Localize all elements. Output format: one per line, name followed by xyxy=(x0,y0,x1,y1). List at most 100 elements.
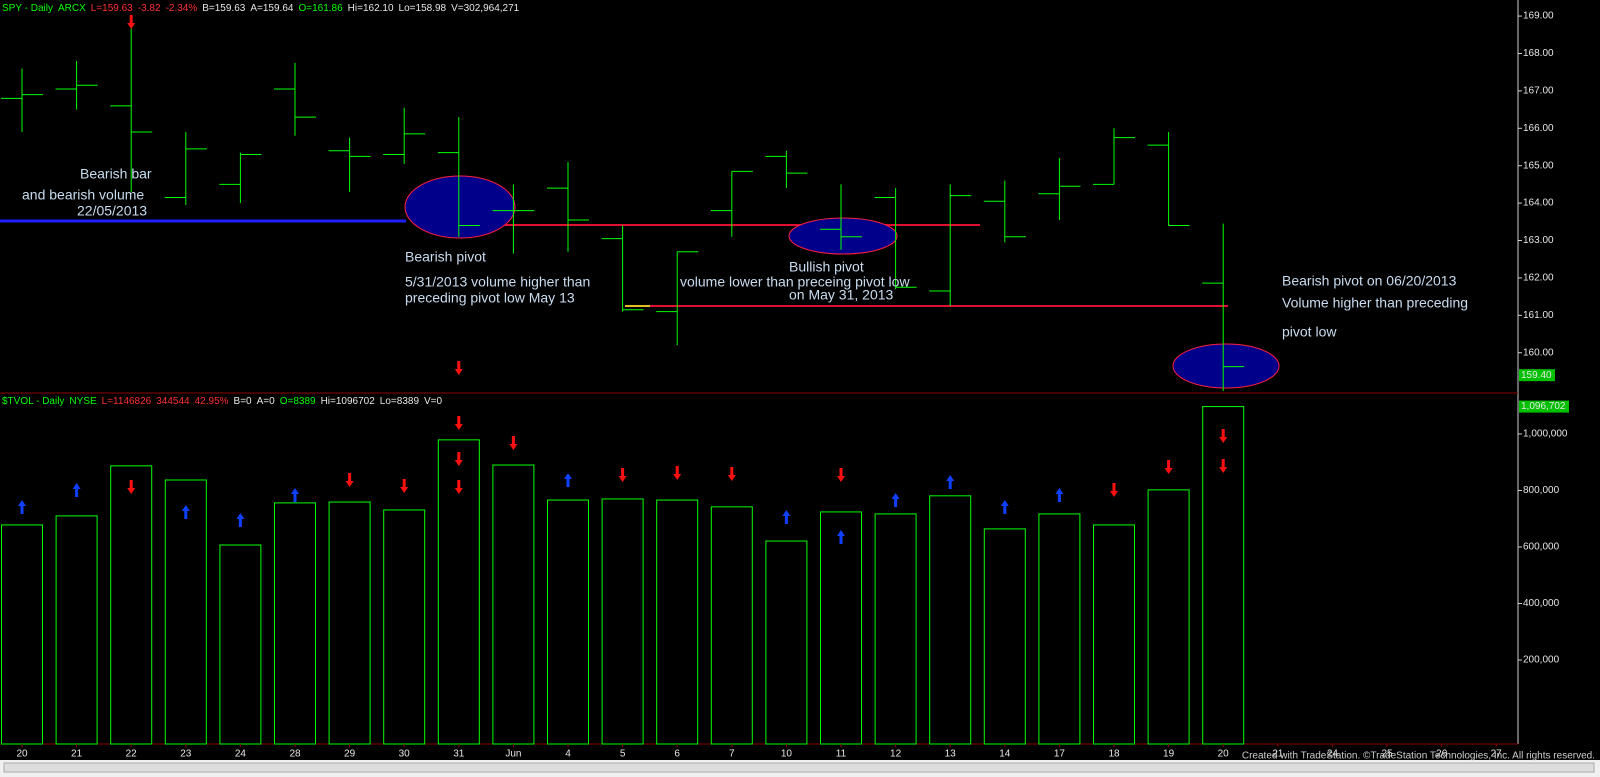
pivot-ellipse xyxy=(404,175,516,239)
volume-bar xyxy=(983,528,1026,745)
x-tick-label: 14 xyxy=(999,749,1011,760)
y-tick-label: 167.00 xyxy=(1523,86,1554,97)
annotation: Volume higher than preceding xyxy=(1282,295,1468,311)
volume-bar xyxy=(1093,524,1135,745)
volume-bar xyxy=(1038,513,1081,745)
header-field: 344544 xyxy=(156,396,190,407)
y-tick-label: 166.00 xyxy=(1523,123,1554,134)
x-tick-label: 29 xyxy=(344,749,356,760)
pane-header: $TVOL - Daily NYSE L=1146826 344544 42.95% B=… xyxy=(2,396,443,407)
signal-arrow xyxy=(673,466,682,480)
signal-arrow xyxy=(127,15,136,29)
header-field: -3.82 xyxy=(138,3,161,14)
x-tick-label: 4 xyxy=(565,749,571,760)
y-tick-label: 800,000 xyxy=(1523,485,1560,496)
volume-bar xyxy=(547,499,589,745)
y-tick-label: 169.00 xyxy=(1523,11,1554,22)
header-field: Hi=1096702 xyxy=(321,396,376,407)
y-tick-label: 200,000 xyxy=(1523,655,1560,666)
marks xyxy=(1,15,1245,745)
signal-arrow xyxy=(181,505,190,519)
signal-arrow xyxy=(1219,429,1228,443)
header-field: A=0 xyxy=(257,396,276,407)
signal-arrow xyxy=(837,468,845,482)
x-tick-label: 19 xyxy=(1163,749,1175,760)
volume-bar xyxy=(1202,406,1245,745)
y-tick-label: 160.00 xyxy=(1523,347,1554,358)
signal-arrow xyxy=(454,480,463,494)
signal-arrow xyxy=(454,452,463,466)
volume-bar xyxy=(601,498,644,745)
x-tick-label: 5 xyxy=(620,749,626,760)
signal-arrow xyxy=(1219,459,1228,473)
header-field: -2.34% xyxy=(166,3,198,14)
x-tick-label: 31 xyxy=(453,749,465,760)
volume-bar xyxy=(328,501,371,745)
signal-arrow xyxy=(72,483,81,497)
header-field: L=1146826 xyxy=(102,396,152,407)
last-price-box xyxy=(1519,369,1555,382)
signal-arrow xyxy=(1110,483,1118,497)
pivot-ellipse xyxy=(788,217,898,255)
annotation: Bearish bar xyxy=(80,166,152,182)
signal-arrow xyxy=(946,475,955,489)
header-field: L=159.63 xyxy=(91,3,133,14)
x-tick-label: 12 xyxy=(890,749,902,760)
volume-bar xyxy=(929,495,972,745)
volume-bar xyxy=(164,479,207,745)
volume-bar xyxy=(1147,489,1190,745)
x-tick-label: 25 xyxy=(1381,749,1393,760)
x-tick-label: 21 xyxy=(71,749,83,760)
volume-bar xyxy=(710,506,753,745)
volume-bar xyxy=(656,499,699,745)
x-tick-label: 26 xyxy=(1436,749,1448,760)
x-tick-label: 24 xyxy=(235,749,247,760)
y-tick-label: 162.00 xyxy=(1523,273,1554,284)
pane-header: SPY - Daily ARCX L=159.63 -3.82 -2.34% B=159.… xyxy=(2,3,520,14)
header-field: B=0 xyxy=(234,396,253,407)
x-tick-label: 18 xyxy=(1108,749,1120,760)
annotation: 5/31/2013 volume higher than xyxy=(405,274,590,290)
volume-bar xyxy=(55,515,98,745)
header-field: ARCX xyxy=(58,3,86,14)
x-tick-label: 28 xyxy=(289,749,301,760)
annotation: preceding pivot low May 13 xyxy=(405,290,575,306)
header-field: V=0 xyxy=(424,396,443,407)
annotation: Bearish pivot on 06/20/2013 xyxy=(1282,273,1457,289)
pivot-ellipse xyxy=(1172,343,1280,389)
y-tick-label: 600,000 xyxy=(1523,542,1560,553)
x-tick-label: 20 xyxy=(16,749,28,760)
header-field: NYSE xyxy=(69,396,97,407)
scrollbar[interactable] xyxy=(3,762,1595,773)
header-field: O=161.86 xyxy=(298,3,343,14)
header-field: B=159.63 xyxy=(202,3,246,14)
annotation: on May 31, 2013 xyxy=(789,287,894,303)
footer: Created with TradeStation. ©TradeStation… xyxy=(1242,751,1595,762)
x-tick-label: 27 xyxy=(1491,749,1503,760)
volume-bar xyxy=(765,540,808,745)
last-value-label: 1,096,702 xyxy=(1521,401,1566,412)
annotation: volume lower than preceing pivot low xyxy=(680,274,910,290)
x-tick-label: 10 xyxy=(781,749,793,760)
x-tick-label: 20 xyxy=(1218,749,1230,760)
signal-arrow xyxy=(236,513,245,527)
volume-bar xyxy=(219,544,262,745)
header-field: 42.95% xyxy=(195,396,229,407)
signal-arrow xyxy=(18,500,26,514)
annotation: and bearish volume xyxy=(22,187,144,203)
y-tick-label: 1,000,000 xyxy=(1523,429,1568,440)
signal-arrow xyxy=(837,530,845,544)
y-tick-label: 400,000 xyxy=(1523,598,1560,609)
signal-arrow xyxy=(291,488,299,502)
y-tick-label: 163.00 xyxy=(1523,235,1554,246)
signal-arrow xyxy=(727,467,736,481)
volume-bar xyxy=(383,509,426,745)
volume-bar xyxy=(820,511,862,745)
annotation: Bearish pivot xyxy=(405,249,486,265)
signal-arrow xyxy=(782,510,791,524)
x-tick-label: 11 xyxy=(836,749,847,760)
header-field: V=302,964,271 xyxy=(451,3,520,14)
signal-arrow xyxy=(454,361,463,375)
x-tick-label: 30 xyxy=(399,749,411,760)
signal-arrow xyxy=(1164,460,1173,474)
